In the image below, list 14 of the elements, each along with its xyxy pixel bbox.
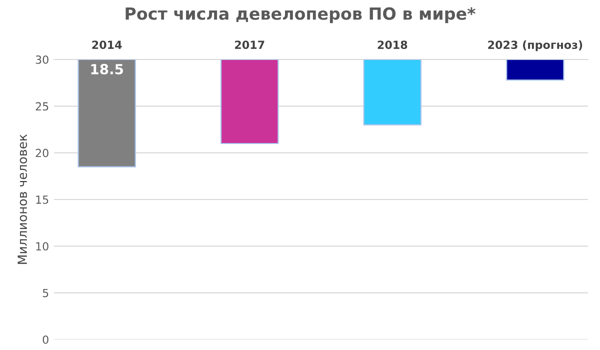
data-label: 18.5 [91,64,123,74]
y-tick-label: 10 [36,242,48,251]
x-tick-label: 2018 [378,40,408,50]
y-tick-label: 25 [36,102,48,111]
y-tick-label: 20 [36,148,48,158]
y-tick-label: 0 [42,335,48,344]
chart-title: Рост числа девелоперов ПО в мире* [126,7,476,24]
x-tick-label: 2014 [92,40,122,50]
y-tick-label: 30 [36,55,48,64]
x-tick-label: 2017 [235,40,264,50]
x-tick-label: 2023 (прогноз) [488,40,582,52]
y-tick-label: 15 [36,196,48,204]
y-tick-label: 5 [42,288,48,298]
y-axis-title: Миллионов человек [18,134,28,264]
